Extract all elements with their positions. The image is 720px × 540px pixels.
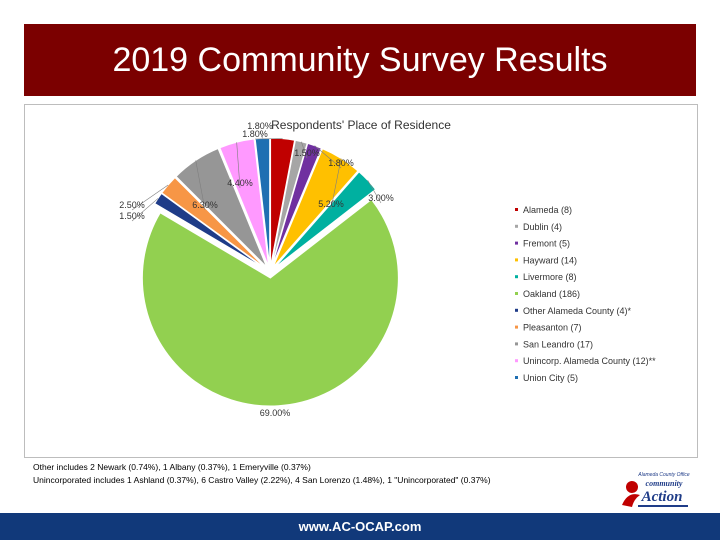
legend-swatch-3 bbox=[515, 258, 518, 262]
pie-slices bbox=[141, 137, 399, 407]
logo-text-main: community bbox=[646, 479, 683, 488]
title-bar: 2019 Community Survey Results bbox=[24, 24, 696, 96]
logo-text-big: Action bbox=[641, 489, 683, 505]
legend-swatch-8 bbox=[515, 342, 518, 346]
legend-swatch-2 bbox=[515, 241, 518, 245]
data-label-2: 1.80% bbox=[328, 158, 354, 168]
legend-label-9: Unincorp. Alameda County (12)** bbox=[523, 356, 656, 366]
legend-label-2: Fremont (5) bbox=[523, 239, 570, 249]
legend-label-1: Dublin (4) bbox=[523, 222, 562, 232]
legend: Alameda (8) Dublin (4) Fremont (5) Hayward … bbox=[515, 205, 656, 383]
legend-label-8: San Leandro (17) bbox=[523, 339, 593, 349]
logo-text-top: Alameda County Office bbox=[637, 472, 690, 478]
chart-title: Respondents' Place of Residence bbox=[271, 118, 451, 132]
legend-label-0: Alameda (8) bbox=[523, 205, 572, 215]
data-label-4: 3.00% bbox=[368, 193, 394, 203]
leader-line-3 bbox=[330, 158, 342, 210]
legend-swatch-7 bbox=[515, 325, 518, 329]
community-action-logo: Alameda County Office community Action bbox=[622, 472, 690, 507]
leader-line-1 bbox=[300, 141, 308, 159]
footnotes: Other includes 2 Newark (0.74%), 1 Alban… bbox=[33, 461, 491, 487]
legend-label-4: Livermore (8) bbox=[523, 272, 577, 282]
chart-frame: Respondents' Place of Residence 1.80% 1.5… bbox=[24, 104, 698, 458]
footer-url-link[interactable]: www.AC-OCAP.com bbox=[298, 519, 422, 534]
data-label-0: 1.80% bbox=[242, 129, 268, 139]
data-label-10: 1.80% bbox=[247, 121, 273, 131]
leader-line-6 bbox=[131, 198, 159, 222]
legend-label-7: Pleasanton (7) bbox=[523, 323, 582, 333]
legend-label-6: Other Alameda County (4)* bbox=[523, 306, 632, 316]
pie-slice-1 bbox=[270, 139, 308, 267]
data-labels: 1.80%1.50%1.80%5.20%3.00%69.00%1.50%2.50… bbox=[119, 121, 394, 418]
footnote-unincorporated: Unincorporated includes 1 Ashland (0.37%… bbox=[33, 475, 491, 485]
legend-swatch-6 bbox=[515, 308, 518, 312]
leader-line-2 bbox=[314, 145, 342, 169]
leader-line-7 bbox=[131, 184, 169, 211]
pie-slice-5 bbox=[141, 198, 399, 407]
leader-lines bbox=[131, 130, 382, 222]
footer-bar: www.AC-OCAP.com bbox=[0, 513, 720, 540]
data-label-7: 2.50% bbox=[119, 200, 145, 210]
pie-chart: Respondents' Place of Residence 1.80% 1.5… bbox=[119, 118, 656, 418]
legend-swatch-10 bbox=[515, 376, 518, 379]
legend-swatch-9 bbox=[515, 359, 518, 363]
leader-line-10 bbox=[259, 130, 263, 139]
legend-swatch-0 bbox=[515, 208, 518, 211]
data-label-1: 1.50% bbox=[294, 148, 320, 158]
data-label-3: 5.20% bbox=[318, 199, 344, 209]
legend-swatch-5 bbox=[515, 292, 518, 295]
data-label-6: 1.50% bbox=[119, 211, 145, 221]
leader-line-8 bbox=[195, 160, 206, 211]
data-label-5: 69.00% bbox=[260, 408, 291, 418]
data-label-9: 4.40% bbox=[227, 178, 253, 188]
legend-swatch-1 bbox=[515, 224, 518, 228]
legend-label-10: Union City (5) bbox=[523, 373, 578, 383]
footnote-other: Other includes 2 Newark (0.74%), 1 Alban… bbox=[33, 462, 311, 472]
slide-title: 2019 Community Survey Results bbox=[112, 41, 608, 79]
logo-figure-icon bbox=[626, 481, 638, 493]
legend-label-3: Hayward (14) bbox=[523, 255, 577, 265]
leader-line-4 bbox=[367, 180, 382, 204]
data-label-8: 6.30% bbox=[192, 200, 218, 210]
legend-swatch-4 bbox=[515, 275, 518, 279]
leader-line-9 bbox=[236, 142, 241, 189]
legend-label-5: Oakland (186) bbox=[523, 289, 580, 299]
